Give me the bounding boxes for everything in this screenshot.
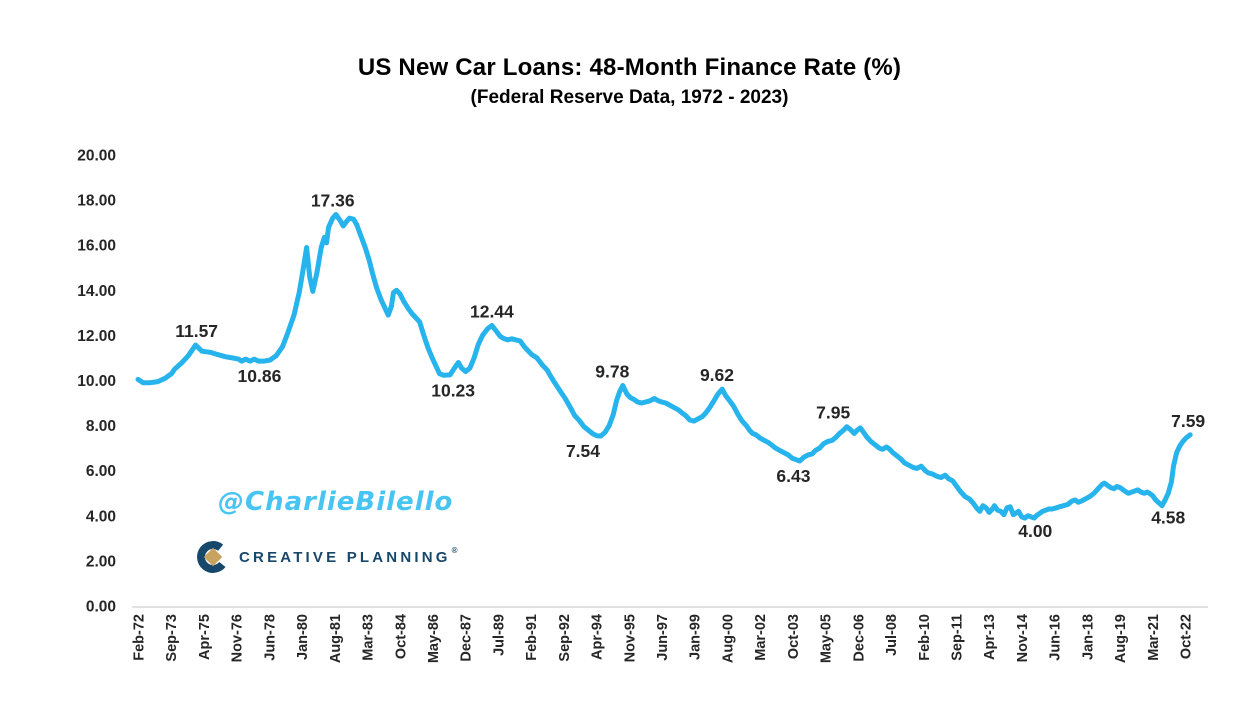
x-axis-tick-label: Apr-75 bbox=[197, 614, 213, 660]
y-axis-tick-label: 6.00 bbox=[86, 463, 116, 480]
x-axis-tick-label: Mar-02 bbox=[753, 614, 769, 661]
logo-text: CREATIVE PLANNING bbox=[239, 548, 451, 566]
data-annotation: 10.86 bbox=[238, 366, 282, 386]
rate-line bbox=[135, 212, 1193, 521]
logo-trademark: ® bbox=[451, 545, 458, 555]
data-annotation: 9.78 bbox=[595, 361, 629, 381]
x-axis-tick-label: Jun-16 bbox=[1048, 614, 1064, 661]
x-axis-tick-label: Jun-97 bbox=[655, 614, 671, 661]
x-axis-tick-label: Oct-84 bbox=[393, 614, 409, 659]
x-axis-tick-label: Dec-06 bbox=[851, 614, 867, 662]
x-axis-tick-label: Apr-13 bbox=[982, 614, 998, 660]
data-annotation: 12.44 bbox=[470, 301, 514, 321]
y-axis-tick-label: 14.00 bbox=[77, 283, 116, 300]
x-axis-tick-label: May-86 bbox=[426, 614, 442, 663]
data-annotation: 10.23 bbox=[431, 380, 475, 400]
data-annotation: 17.36 bbox=[311, 191, 355, 211]
x-axis-tick-label: Feb-72 bbox=[132, 614, 148, 661]
data-annotation: 4.58 bbox=[1151, 508, 1185, 528]
x-axis-tick-label: May-05 bbox=[819, 614, 835, 663]
x-axis-tick-label: Aug-81 bbox=[328, 614, 344, 663]
x-axis-tick-label: Dec-87 bbox=[459, 614, 475, 662]
y-axis-tick-label: 8.00 bbox=[86, 418, 116, 435]
x-axis-tick-label: Jan-18 bbox=[1080, 614, 1096, 660]
data-annotation: 7.95 bbox=[816, 403, 850, 423]
x-axis-tick-label: Mar-83 bbox=[361, 614, 377, 661]
x-axis-tick-label: Jun-78 bbox=[262, 614, 278, 661]
x-axis-tick-label: Sep-11 bbox=[949, 614, 965, 661]
x-axis-tick-label: Nov-76 bbox=[230, 614, 246, 662]
x-axis-tick-label: Sep-73 bbox=[164, 614, 180, 662]
y-axis-tick-label: 4.00 bbox=[86, 508, 116, 525]
y-axis-tick-label: 16.00 bbox=[77, 238, 116, 255]
y-axis-tick-label: 12.00 bbox=[77, 328, 116, 345]
x-axis-tick-label: Jan-80 bbox=[295, 614, 311, 660]
x-axis-tick-label: Mar-21 bbox=[1146, 614, 1162, 661]
data-annotation: 6.43 bbox=[776, 466, 810, 486]
creative-planning-logo: CREATIVE PLANNING ® bbox=[195, 539, 458, 575]
data-annotation: 11.57 bbox=[175, 321, 218, 341]
y-axis-tick-label: 20.00 bbox=[77, 148, 116, 165]
data-annotation: 9.62 bbox=[700, 365, 734, 385]
y-axis-tick-label: 2.00 bbox=[86, 553, 116, 570]
x-axis-tick-label: Nov-95 bbox=[622, 614, 638, 662]
y-axis-tick-label: 18.00 bbox=[77, 193, 116, 210]
x-axis-tick-label: Nov-14 bbox=[1015, 614, 1031, 662]
x-axis-tick-label: Aug-00 bbox=[720, 614, 736, 663]
x-axis-tick-label: Oct-22 bbox=[1179, 614, 1195, 659]
x-axis-tick-label: Feb-10 bbox=[917, 614, 933, 661]
watermark-handle: @CharlieBilello bbox=[218, 487, 454, 517]
creative-planning-c-icon bbox=[195, 539, 231, 575]
data-annotation: 4.00 bbox=[1018, 521, 1052, 541]
x-axis-tick-label: Jul-08 bbox=[884, 614, 900, 656]
x-axis-tick-label: Oct-03 bbox=[786, 614, 802, 659]
data-annotation: 7.54 bbox=[566, 441, 600, 461]
x-axis-tick-label: Jan-99 bbox=[688, 614, 704, 660]
x-axis-tick-label: Jul-89 bbox=[491, 614, 507, 656]
y-axis-tick-label: 10.00 bbox=[77, 373, 116, 390]
x-axis-tick-label: Apr-94 bbox=[590, 614, 606, 660]
x-axis-tick-label: Sep-92 bbox=[557, 614, 573, 662]
x-axis-tick-label: Feb-91 bbox=[524, 614, 540, 661]
data-annotation: 7.59 bbox=[1171, 411, 1205, 431]
x-axis-tick-label: Aug-19 bbox=[1113, 614, 1129, 663]
y-axis-tick-label: 0.00 bbox=[86, 599, 116, 616]
